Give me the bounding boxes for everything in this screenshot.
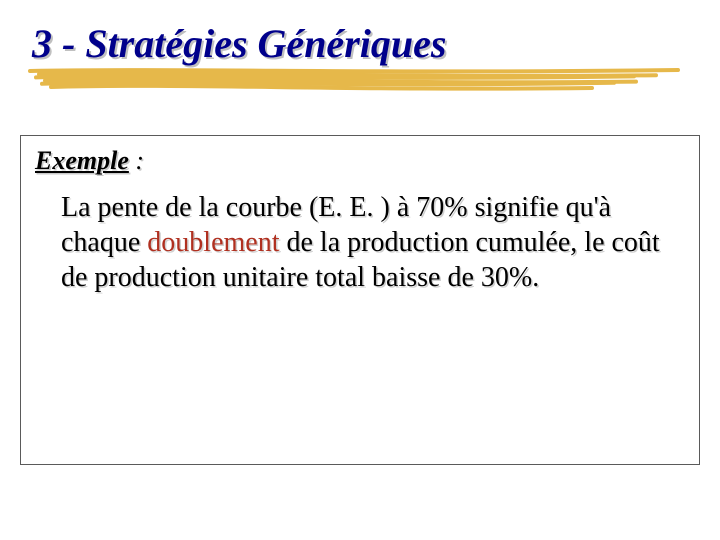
body-paragraph: La pente de la courbe (E. E. ) à 70% sig…: [61, 190, 685, 295]
content-box: Exemple : La pente de la courbe (E. E. )…: [20, 135, 700, 465]
title-block: 3 - Stratégies Génériques: [32, 22, 688, 96]
scribble-underline-icon: [28, 68, 698, 96]
exemple-line: Exemple :: [35, 146, 685, 176]
exemple-label: Exemple: [35, 146, 129, 175]
title-underline: [32, 68, 688, 96]
slide: 3 - Stratégies Génériques Exemple : La p…: [0, 0, 720, 540]
accent-word: doublement: [147, 227, 279, 258]
slide-title: 3 - Stratégies Génériques: [32, 22, 688, 72]
exemple-colon: :: [129, 146, 144, 175]
